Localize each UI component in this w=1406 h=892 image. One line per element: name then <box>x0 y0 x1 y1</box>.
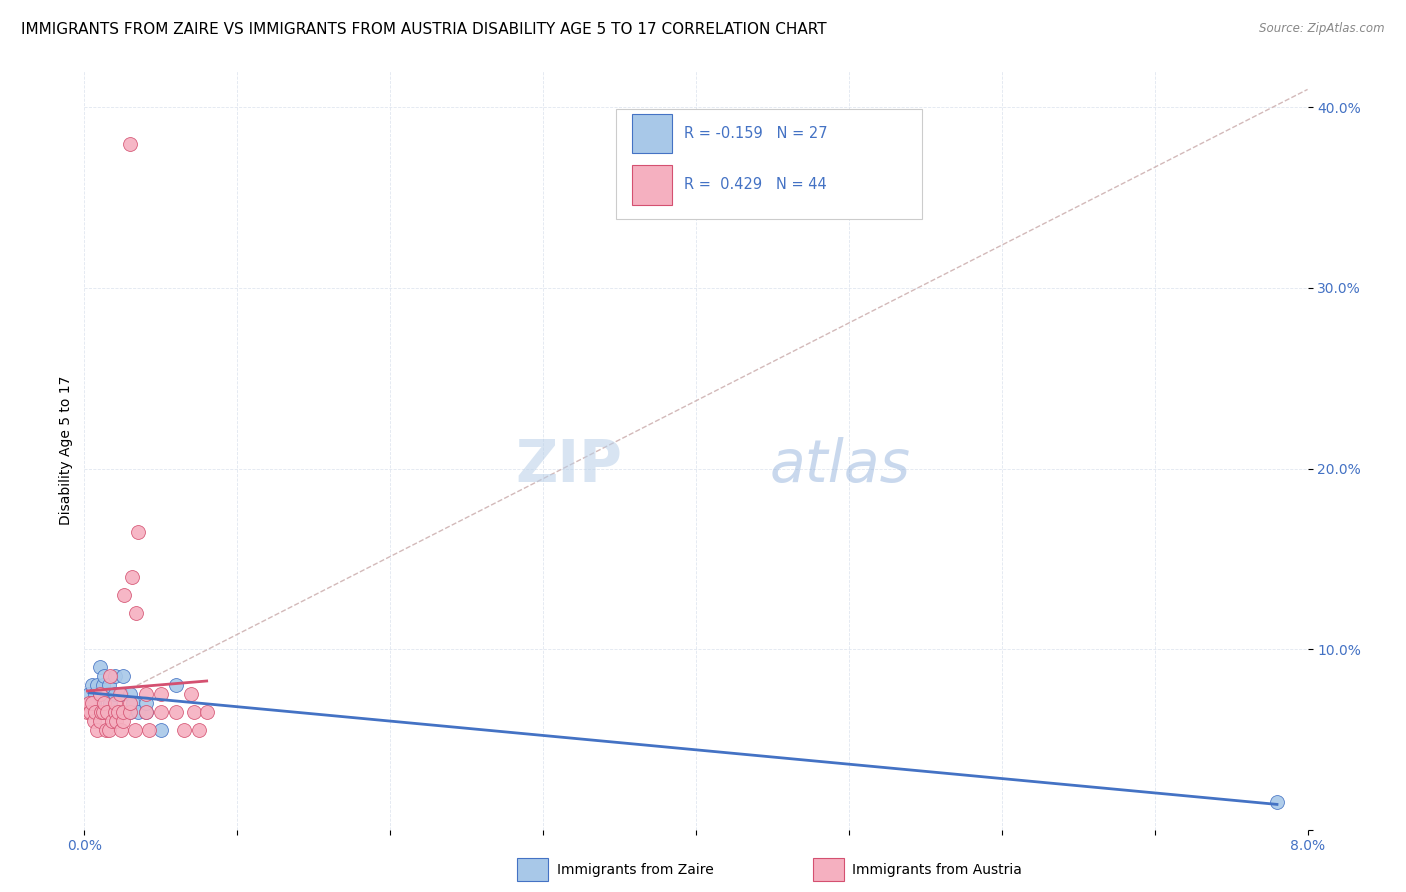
Point <box>124 723 146 738</box>
Point <box>111 714 134 729</box>
Point <box>165 705 187 719</box>
Point <box>183 705 205 719</box>
Point <box>120 705 142 719</box>
Point <box>77 687 100 701</box>
Point <box>107 705 129 719</box>
Point <box>125 606 148 620</box>
Point <box>93 669 115 683</box>
Point <box>89 687 111 701</box>
Point <box>112 588 135 602</box>
Point <box>90 705 112 719</box>
Text: Immigrants from Zaire: Immigrants from Zaire <box>557 863 713 877</box>
Point <box>91 678 114 692</box>
Point <box>89 687 111 701</box>
Point <box>165 678 187 692</box>
Point <box>84 687 107 701</box>
Point <box>93 696 115 710</box>
Point <box>80 696 103 710</box>
Point <box>127 705 149 719</box>
Point <box>80 678 103 692</box>
Point <box>96 687 118 701</box>
Point <box>104 705 127 719</box>
Point <box>94 723 117 738</box>
Point <box>104 687 127 701</box>
Text: ZIP: ZIP <box>516 437 623 494</box>
Point <box>89 660 111 674</box>
Y-axis label: Disability Age 5 to 17: Disability Age 5 to 17 <box>59 376 73 525</box>
Text: R =  0.429   N = 44: R = 0.429 N = 44 <box>683 178 827 193</box>
Point <box>101 714 124 729</box>
FancyBboxPatch shape <box>633 114 672 153</box>
Point <box>138 723 160 738</box>
Point <box>76 705 98 719</box>
Text: R = -0.159   N = 27: R = -0.159 N = 27 <box>683 127 827 141</box>
Point <box>135 687 157 701</box>
Point <box>149 723 172 738</box>
Point <box>83 696 105 710</box>
Point <box>127 524 149 539</box>
Point <box>105 714 128 729</box>
Point <box>96 705 118 719</box>
Point <box>149 705 172 719</box>
Point <box>111 669 134 683</box>
Point <box>120 696 142 710</box>
Point <box>120 705 142 719</box>
Point <box>110 723 132 738</box>
Point <box>86 723 108 738</box>
Point <box>120 136 142 151</box>
Point <box>104 696 127 710</box>
Point <box>120 687 142 701</box>
Point <box>97 723 120 738</box>
Point <box>188 723 211 738</box>
Point <box>86 678 108 692</box>
Point <box>84 705 107 719</box>
Point <box>135 696 157 710</box>
Point <box>83 714 105 729</box>
Point <box>121 570 143 584</box>
Point <box>110 687 132 701</box>
Text: Source: ZipAtlas.com: Source: ZipAtlas.com <box>1260 22 1385 36</box>
Point <box>122 696 145 710</box>
Point <box>173 723 195 738</box>
FancyBboxPatch shape <box>616 109 922 219</box>
Point <box>107 705 129 719</box>
Point <box>135 705 157 719</box>
Point <box>195 705 218 719</box>
Point <box>89 714 111 729</box>
Point <box>111 705 134 719</box>
Point <box>1265 796 1288 810</box>
Point <box>149 687 172 701</box>
Point <box>77 696 100 710</box>
Text: IMMIGRANTS FROM ZAIRE VS IMMIGRANTS FROM AUSTRIA DISABILITY AGE 5 TO 17 CORRELAT: IMMIGRANTS FROM ZAIRE VS IMMIGRANTS FROM… <box>21 22 827 37</box>
Point <box>98 669 121 683</box>
Point <box>91 705 114 719</box>
Point <box>96 705 118 719</box>
Point <box>104 669 127 683</box>
Text: Immigrants from Austria: Immigrants from Austria <box>852 863 1022 877</box>
Point <box>97 678 120 692</box>
Point <box>98 696 121 710</box>
Point <box>108 687 131 701</box>
Text: atlas: atlas <box>769 437 910 494</box>
Point <box>135 705 157 719</box>
Point <box>180 687 202 701</box>
FancyBboxPatch shape <box>633 165 672 204</box>
Point <box>79 705 101 719</box>
